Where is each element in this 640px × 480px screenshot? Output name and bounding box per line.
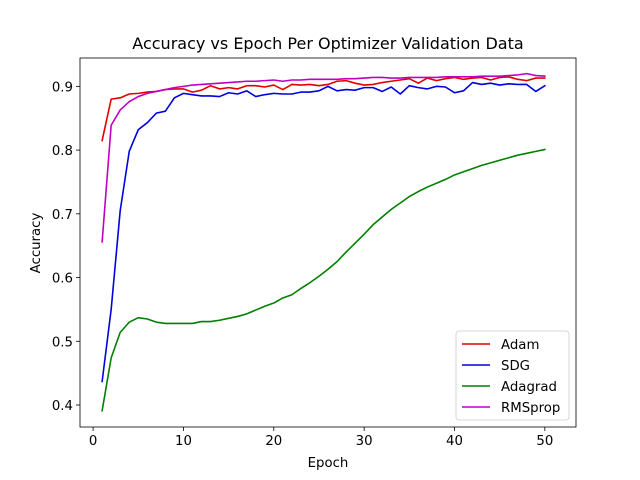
x-axis-label: Epoch (308, 456, 349, 471)
legend-label-adam: Adam (501, 338, 539, 353)
series-line-adagrad (101, 148, 546, 412)
chart-title: Accuracy vs Epoch Per Optimizer Validati… (132, 34, 523, 53)
y-tick-label: 0.7 (52, 208, 73, 223)
y-tick-label: 0.9 (52, 80, 73, 95)
legend-label-adagrad: Adagrad (501, 380, 557, 395)
series-line-sdg (101, 81, 546, 383)
x-tick-label: 30 (356, 434, 373, 449)
series-line-rmsprop (101, 72, 546, 243)
x-tick-label: 50 (536, 434, 553, 449)
x-tick-label: 10 (175, 434, 192, 449)
y-axis-ticks: 0.4 0.5 0.6 0.7 0.8 0.9 (52, 80, 80, 414)
x-tick-label: 20 (265, 434, 282, 449)
x-tick-label: 40 (446, 434, 463, 449)
y-tick-label: 0.8 (52, 144, 73, 159)
legend-label-sdg: SDG (501, 359, 530, 374)
legend-box (455, 330, 570, 421)
series-line-adam (101, 76, 546, 142)
x-tick-label: 0 (89, 434, 97, 449)
y-tick-label: 0.4 (52, 399, 73, 414)
y-tick-label: 0.5 (52, 335, 73, 350)
y-tick-label: 0.6 (52, 272, 73, 287)
x-axis-ticks: 0 10 20 30 40 50 (89, 427, 553, 449)
y-axis-label: Accuracy (29, 213, 44, 274)
plot-area-frame (79, 57, 577, 428)
plot-lines (101, 72, 546, 412)
legend-label-rmsprop: RMSprop (501, 401, 560, 416)
chart-legend: Adam SDG Adagrad RMSprop (455, 330, 570, 421)
